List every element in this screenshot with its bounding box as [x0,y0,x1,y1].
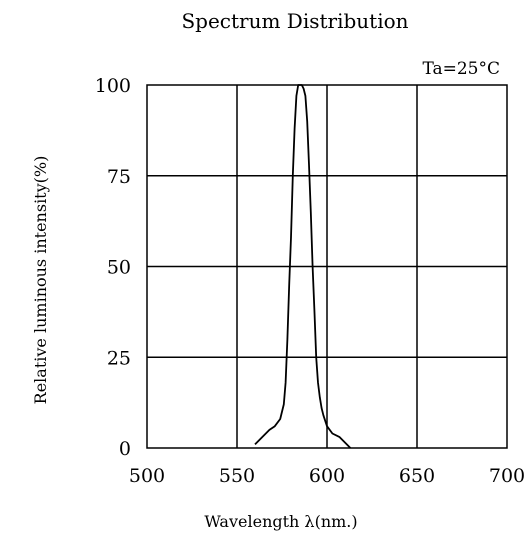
y-axis-label: Relative luminous intensity(%) [31,156,50,405]
y-tick-label: 100 [95,75,131,97]
y-tick-label: 50 [107,257,131,279]
temperature-annotation: Ta=25°C [422,59,500,79]
x-axis-label: Wavelength λ(nm.) [204,512,357,531]
y-tick-labels: 0 25 50 75 100 [95,75,131,460]
y-tick-label: 75 [107,166,131,188]
x-tick-label: 600 [309,465,345,487]
x-tick-label: 550 [219,465,255,487]
series-group [254,84,352,449]
chart-title: Spectrum Distribution [181,9,408,33]
y-tick-label: 25 [107,347,131,369]
x-tick-label: 650 [399,465,435,487]
x-tick-label: 500 [129,465,165,487]
x-tick-labels: 500 550 600 650 700 [129,465,525,487]
plot-frame [146,84,508,449]
y-tick-label: 0 [119,438,131,460]
spectrum-curve [254,84,352,449]
grid-lines [147,85,507,448]
x-tick-label: 700 [489,465,525,487]
